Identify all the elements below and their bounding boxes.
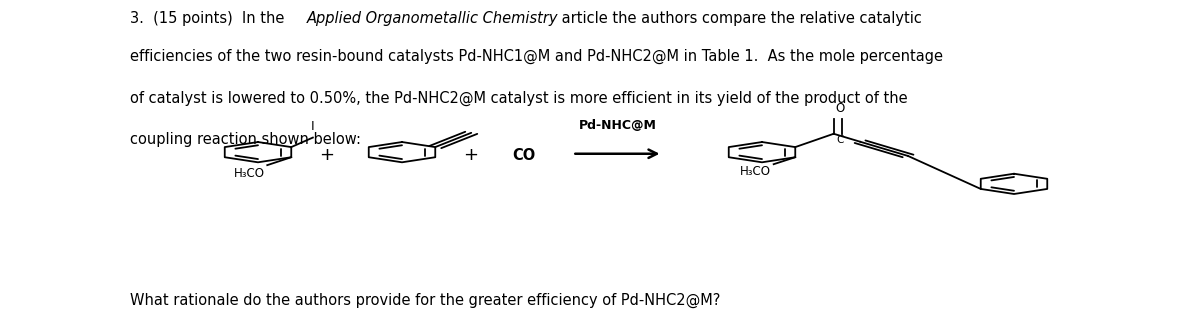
Text: H₃CO: H₃CO bbox=[234, 167, 265, 180]
Text: of catalyst is lowered to 0.50%, the Pd-NHC2@M catalyst is more efficient in its: of catalyst is lowered to 0.50%, the Pd-… bbox=[130, 90, 907, 106]
Text: Pd-NHC@M: Pd-NHC@M bbox=[578, 119, 656, 132]
Text: 3.  (15 points)  In the: 3. (15 points) In the bbox=[130, 11, 289, 26]
Text: coupling reaction shown below:: coupling reaction shown below: bbox=[130, 132, 361, 146]
Text: efficiencies of the two resin-bound catalysts Pd-NHC1@M and Pd-NHC2@M in Table 1: efficiencies of the two resin-bound cata… bbox=[130, 49, 943, 64]
Text: C: C bbox=[836, 135, 844, 146]
Text: +: + bbox=[463, 146, 478, 164]
Text: O: O bbox=[835, 102, 845, 115]
Text: +: + bbox=[319, 146, 334, 164]
Text: H₃CO: H₃CO bbox=[740, 165, 772, 178]
Text: CO: CO bbox=[512, 148, 535, 163]
Text: Applied Organometallic Chemistry: Applied Organometallic Chemistry bbox=[307, 11, 559, 26]
Text: What rationale do the authors provide for the greater efficiency of Pd-NHC2@M?: What rationale do the authors provide fo… bbox=[130, 293, 720, 308]
Text: I: I bbox=[311, 120, 314, 133]
Text: article the authors compare the relative catalytic: article the authors compare the relative… bbox=[557, 11, 922, 26]
